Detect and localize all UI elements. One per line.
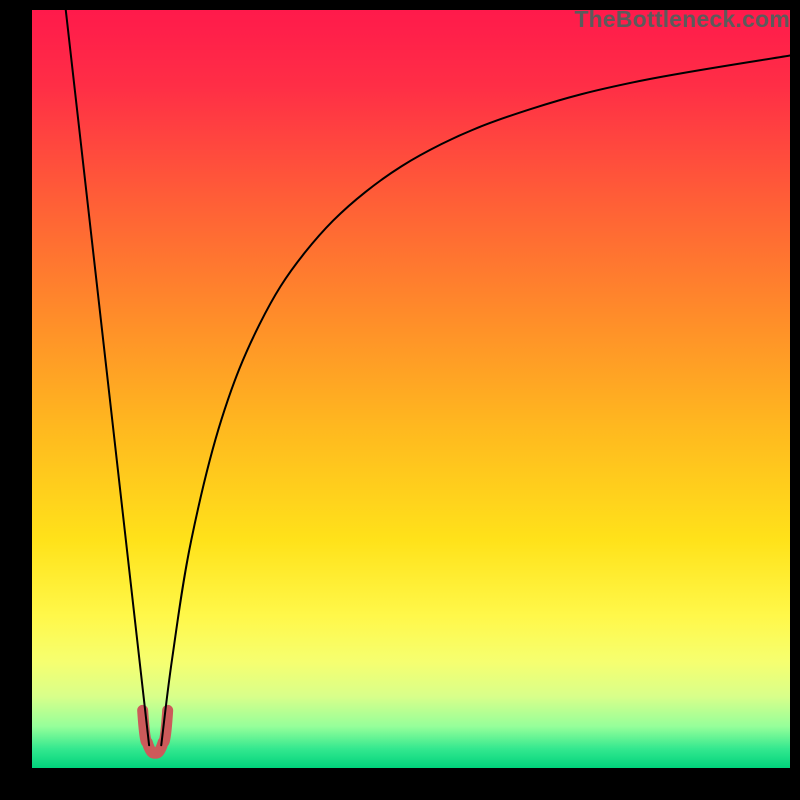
- watermark-text: TheBottleneck.com: [574, 6, 790, 33]
- chart-background: [32, 10, 790, 768]
- bottleneck-chart: [0, 0, 800, 800]
- chart-frame: [0, 0, 800, 800]
